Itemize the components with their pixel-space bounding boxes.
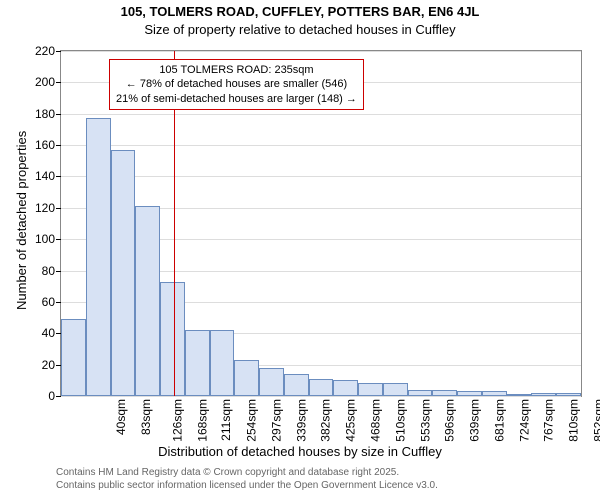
histogram-bar — [556, 393, 581, 396]
x-axis-label: Distribution of detached houses by size … — [0, 444, 600, 459]
ytick-label: 60 — [25, 295, 55, 309]
ytick-mark — [56, 239, 61, 240]
ytick-mark — [56, 145, 61, 146]
histogram-bar — [185, 330, 210, 396]
chart-title-line1: 105, TOLMERS ROAD, CUFFLEY, POTTERS BAR,… — [0, 4, 600, 19]
histogram-bar — [309, 379, 334, 396]
callout-line2: ← 78% of detached houses are smaller (54… — [116, 77, 357, 91]
ytick-mark — [56, 51, 61, 52]
ytick-label: 40 — [25, 326, 55, 340]
xtick-label: 339sqm — [294, 399, 308, 442]
xtick-label: 83sqm — [139, 399, 153, 435]
histogram-bar — [160, 282, 185, 396]
ytick-mark — [56, 114, 61, 115]
histogram-bar — [86, 118, 111, 396]
histogram-bar — [358, 383, 383, 396]
xtick-label: 297sqm — [270, 399, 284, 442]
ytick-mark — [56, 396, 61, 397]
chart-footer: Contains HM Land Registry data © Crown c… — [56, 466, 438, 492]
ytick-label: 220 — [25, 44, 55, 58]
xtick-label: 767sqm — [542, 399, 556, 442]
histogram-bar — [507, 394, 532, 396]
xtick-label: 425sqm — [344, 399, 358, 442]
xtick-label: 468sqm — [369, 399, 383, 442]
callout-box: 105 TOLMERS ROAD: 235sqm← 78% of detache… — [109, 59, 364, 110]
xtick-label: 168sqm — [195, 399, 209, 442]
xtick-label: 126sqm — [171, 399, 185, 442]
gridline — [61, 51, 581, 52]
xtick-label: 211sqm — [219, 399, 233, 441]
histogram-bar — [284, 374, 309, 396]
xtick-label: 724sqm — [517, 399, 531, 442]
plot-area: 02040608010012014016018020022040sqm83sqm… — [60, 50, 582, 397]
histogram-bar — [333, 380, 358, 396]
ytick-mark — [56, 176, 61, 177]
footer-line1: Contains HM Land Registry data © Crown c… — [56, 466, 438, 479]
ytick-label: 160 — [25, 138, 55, 152]
footer-line2: Contains public sector information licen… — [56, 479, 438, 492]
gridline — [61, 396, 581, 397]
histogram-bar — [259, 368, 284, 396]
ytick-label: 100 — [25, 232, 55, 246]
histogram-bar — [482, 391, 507, 396]
histogram-bar — [135, 206, 160, 396]
histogram-bar — [234, 360, 259, 396]
xtick-label: 510sqm — [393, 399, 407, 442]
ytick-mark — [56, 208, 61, 209]
histogram-bar — [408, 390, 433, 396]
xtick-label: 596sqm — [443, 399, 457, 442]
xtick-label: 852sqm — [592, 399, 600, 442]
ytick-label: 140 — [25, 169, 55, 183]
y-axis-label: Number of detached properties — [14, 131, 29, 310]
ytick-label: 80 — [25, 264, 55, 278]
histogram-bar — [210, 330, 235, 396]
gridline — [61, 176, 581, 177]
histogram-bar — [457, 391, 482, 396]
xtick-label: 382sqm — [319, 399, 333, 442]
chart-container: 105, TOLMERS ROAD, CUFFLEY, POTTERS BAR,… — [0, 0, 600, 500]
ytick-mark — [56, 82, 61, 83]
ytick-label: 180 — [25, 107, 55, 121]
histogram-bar — [432, 390, 457, 396]
histogram-bar — [111, 150, 136, 396]
callout-line3: 21% of semi-detached houses are larger (… — [116, 92, 357, 106]
xtick-label: 681sqm — [493, 399, 507, 442]
ytick-label: 0 — [25, 389, 55, 403]
ytick-label: 20 — [25, 358, 55, 372]
ytick-label: 120 — [25, 201, 55, 215]
xtick-label: 639sqm — [468, 399, 482, 442]
xtick-label: 254sqm — [245, 399, 259, 442]
gridline — [61, 114, 581, 115]
ytick-label: 200 — [25, 75, 55, 89]
ytick-mark — [56, 271, 61, 272]
xtick-label: 40sqm — [114, 399, 128, 435]
callout-line1: 105 TOLMERS ROAD: 235sqm — [116, 63, 357, 77]
histogram-bar — [383, 383, 408, 396]
xtick-label: 553sqm — [418, 399, 432, 442]
gridline — [61, 145, 581, 146]
histogram-bar — [531, 393, 556, 396]
histogram-bar — [61, 319, 86, 396]
ytick-mark — [56, 302, 61, 303]
xtick-label: 810sqm — [567, 399, 581, 442]
chart-title-line2: Size of property relative to detached ho… — [0, 22, 600, 37]
